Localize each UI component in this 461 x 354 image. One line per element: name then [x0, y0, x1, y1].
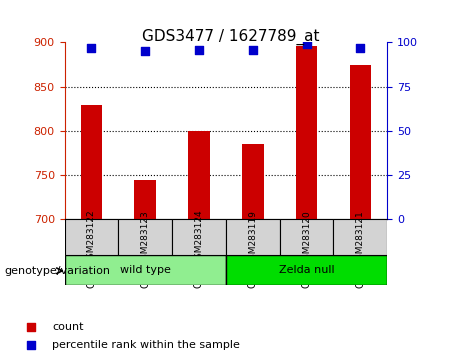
- FancyBboxPatch shape: [118, 219, 172, 255]
- Bar: [135, 180, 156, 219]
- FancyBboxPatch shape: [65, 219, 118, 255]
- Bar: [242, 144, 264, 219]
- Text: GSM283121: GSM283121: [356, 210, 365, 264]
- FancyBboxPatch shape: [65, 255, 226, 285]
- FancyBboxPatch shape: [280, 219, 333, 255]
- Text: GDS3477 / 1627789_at: GDS3477 / 1627789_at: [142, 28, 319, 45]
- Point: [302, 282, 310, 287]
- Bar: [81, 105, 102, 219]
- Point: [302, 121, 310, 126]
- Text: wild type: wild type: [120, 265, 171, 275]
- Point: [249, 47, 256, 52]
- FancyBboxPatch shape: [333, 219, 387, 255]
- Text: genotype/variation: genotype/variation: [5, 266, 111, 276]
- Point: [357, 45, 364, 51]
- Text: GSM283124: GSM283124: [195, 210, 203, 264]
- FancyBboxPatch shape: [172, 219, 226, 255]
- Bar: [296, 46, 317, 219]
- Text: count: count: [52, 322, 83, 332]
- Point: [195, 47, 203, 52]
- Text: GSM283119: GSM283119: [248, 210, 257, 265]
- FancyBboxPatch shape: [226, 219, 280, 255]
- Point: [142, 48, 149, 54]
- Text: GSM283122: GSM283122: [87, 210, 96, 264]
- Point: [88, 45, 95, 51]
- Text: GSM283123: GSM283123: [141, 210, 150, 264]
- Bar: [349, 65, 371, 219]
- Text: GSM283120: GSM283120: [302, 210, 311, 264]
- Text: Zelda null: Zelda null: [279, 265, 334, 275]
- Text: percentile rank within the sample: percentile rank within the sample: [52, 340, 240, 350]
- Bar: [188, 131, 210, 219]
- Point: [303, 41, 310, 47]
- FancyBboxPatch shape: [226, 255, 387, 285]
